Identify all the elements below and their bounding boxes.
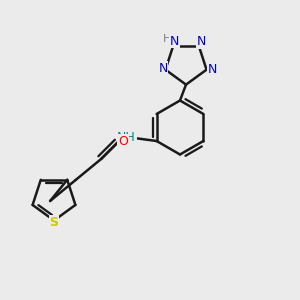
Text: N: N <box>158 62 168 75</box>
Text: N: N <box>169 34 179 47</box>
Text: H: H <box>163 34 171 44</box>
Text: N: N <box>208 63 217 76</box>
Text: N: N <box>196 35 206 48</box>
Text: NH: NH <box>117 131 136 144</box>
Text: S: S <box>50 215 58 229</box>
Text: O: O <box>118 134 128 148</box>
